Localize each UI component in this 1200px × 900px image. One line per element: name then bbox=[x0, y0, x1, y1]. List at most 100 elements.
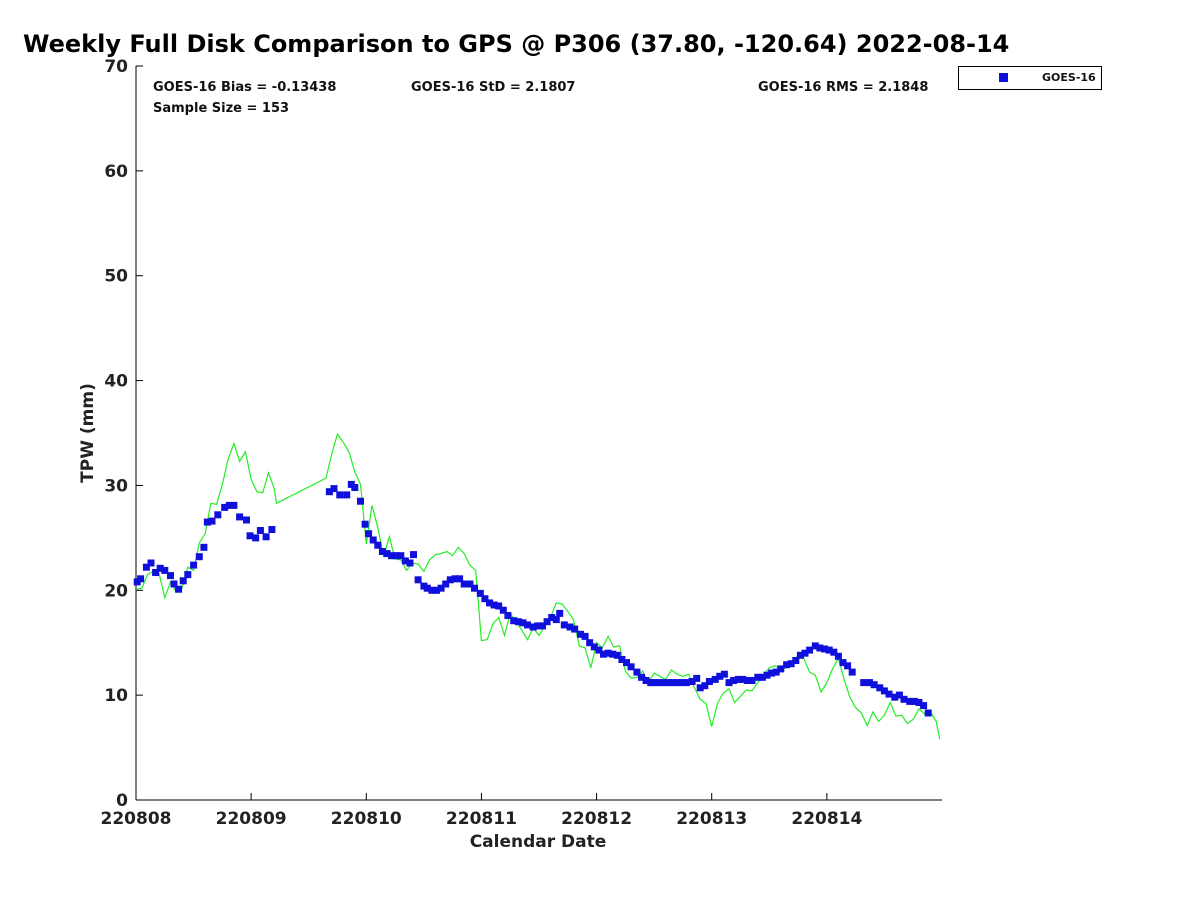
x-tick-label: 220810 bbox=[331, 809, 402, 829]
goes-data-point bbox=[167, 572, 174, 580]
x-tick-label: 220809 bbox=[216, 809, 287, 829]
goes-data-point bbox=[519, 619, 527, 627]
goes-data-point bbox=[374, 541, 382, 549]
goes-data-point bbox=[638, 673, 645, 681]
goes-data-point bbox=[539, 622, 546, 630]
goes-data-point bbox=[351, 484, 359, 491]
x-tick-label: 220812 bbox=[561, 809, 632, 829]
chart-title: Weekly Full Disk Comparison to GPS @ P30… bbox=[23, 30, 1010, 58]
goes-data-point bbox=[600, 650, 607, 658]
goes-data-point bbox=[179, 577, 187, 585]
goes-data-point bbox=[655, 679, 663, 687]
goes-data-point bbox=[137, 575, 145, 583]
goes-data-point bbox=[743, 677, 751, 684]
goes-data-point bbox=[920, 702, 928, 710]
goes-data-point bbox=[268, 526, 276, 533]
goes-data-point bbox=[243, 516, 250, 524]
goes-data-point bbox=[184, 571, 192, 579]
goes-data-point bbox=[388, 552, 396, 560]
goes-data-point bbox=[891, 693, 899, 701]
goes-data-point bbox=[673, 679, 681, 687]
goes-data-point bbox=[900, 695, 908, 703]
goes-data-point bbox=[604, 649, 612, 657]
goes-data-point bbox=[734, 675, 742, 683]
goes-data-point bbox=[688, 678, 696, 685]
goes-data-point bbox=[650, 679, 658, 687]
goes-data-point bbox=[225, 501, 233, 509]
goes-data-point bbox=[529, 623, 537, 631]
goes-data-point bbox=[524, 621, 531, 629]
goes-data-point bbox=[566, 623, 574, 631]
goes-data-point bbox=[669, 679, 677, 687]
y-tick-label: 10 bbox=[104, 686, 128, 706]
legend: GOES-16 bbox=[958, 66, 1102, 90]
goes-data-point bbox=[806, 646, 814, 654]
goes-data-point bbox=[401, 557, 409, 565]
goes-data-point bbox=[701, 682, 709, 690]
goes-data-point bbox=[230, 501, 238, 509]
goes-data-point bbox=[397, 552, 405, 560]
goes-data-point bbox=[595, 646, 603, 654]
goes-data-point bbox=[711, 675, 719, 683]
goes-data-point bbox=[825, 646, 833, 654]
goes-data-point bbox=[839, 659, 847, 667]
goes-data-point bbox=[330, 485, 338, 493]
goes-data-point bbox=[236, 513, 244, 521]
goes-data-point bbox=[560, 621, 568, 629]
goes-data-point bbox=[915, 699, 923, 706]
goes-data-point bbox=[924, 709, 932, 717]
goes-data-point bbox=[885, 690, 893, 698]
goes-data-point bbox=[460, 580, 468, 588]
goes-data-point bbox=[787, 660, 795, 668]
goes-data-point bbox=[609, 650, 617, 658]
goes-data-point bbox=[369, 536, 377, 544]
goes-data-point bbox=[451, 575, 459, 583]
goes-data-point bbox=[486, 599, 493, 607]
x-tick-label: 220813 bbox=[676, 809, 747, 829]
goes-data-point bbox=[200, 543, 208, 551]
goes-data-point bbox=[476, 589, 484, 597]
goes-data-point bbox=[246, 532, 254, 540]
y-tick-label: 60 bbox=[104, 162, 128, 182]
goes-data-point bbox=[152, 569, 160, 576]
goes-data-point bbox=[618, 656, 626, 663]
goes-data-point bbox=[816, 644, 824, 652]
goes-data-point bbox=[175, 585, 183, 593]
goes-data-point bbox=[504, 612, 512, 619]
goes-data-point bbox=[423, 584, 431, 592]
goes-data-point bbox=[442, 580, 450, 588]
goes-data-point bbox=[682, 679, 690, 687]
goes-data-point bbox=[195, 553, 203, 561]
goes-data-point bbox=[262, 533, 270, 541]
y-tick-label: 0 bbox=[116, 791, 128, 811]
goes-data-point bbox=[446, 576, 454, 584]
legend-goes-marker bbox=[999, 73, 1008, 82]
gps-series-line bbox=[135, 432, 941, 740]
goes-data-point bbox=[325, 488, 333, 496]
goes-data-point bbox=[256, 527, 264, 534]
y-tick-label: 20 bbox=[104, 581, 128, 601]
goes-data-point bbox=[514, 618, 522, 626]
goes-data-point bbox=[768, 669, 776, 677]
goes-data-point bbox=[548, 614, 556, 621]
x-axis-label: Calendar Date bbox=[469, 832, 607, 852]
goes-data-point bbox=[466, 580, 474, 588]
rms-stat: GOES-16 RMS = 2.1848 bbox=[758, 80, 929, 95]
goes-data-point bbox=[437, 584, 445, 592]
goes-data-point bbox=[821, 645, 829, 653]
goes-data-point bbox=[720, 670, 728, 678]
legend-goes-label: GOES-16 bbox=[1042, 71, 1096, 84]
goes-data-point bbox=[860, 679, 868, 687]
goes-data-point bbox=[725, 679, 733, 687]
goes-data-point bbox=[910, 697, 918, 705]
goes-data-point bbox=[796, 651, 804, 659]
goes-data-point bbox=[642, 677, 650, 684]
goes-data-point bbox=[633, 668, 641, 676]
goes-data-point bbox=[378, 548, 386, 555]
x-tick-label: 220811 bbox=[446, 809, 517, 829]
goes-data-point bbox=[161, 566, 169, 574]
goes-data-point bbox=[499, 606, 507, 614]
goes-data-point bbox=[783, 661, 791, 669]
y-tick-label: 70 bbox=[104, 57, 128, 77]
goes-data-point bbox=[203, 518, 211, 526]
